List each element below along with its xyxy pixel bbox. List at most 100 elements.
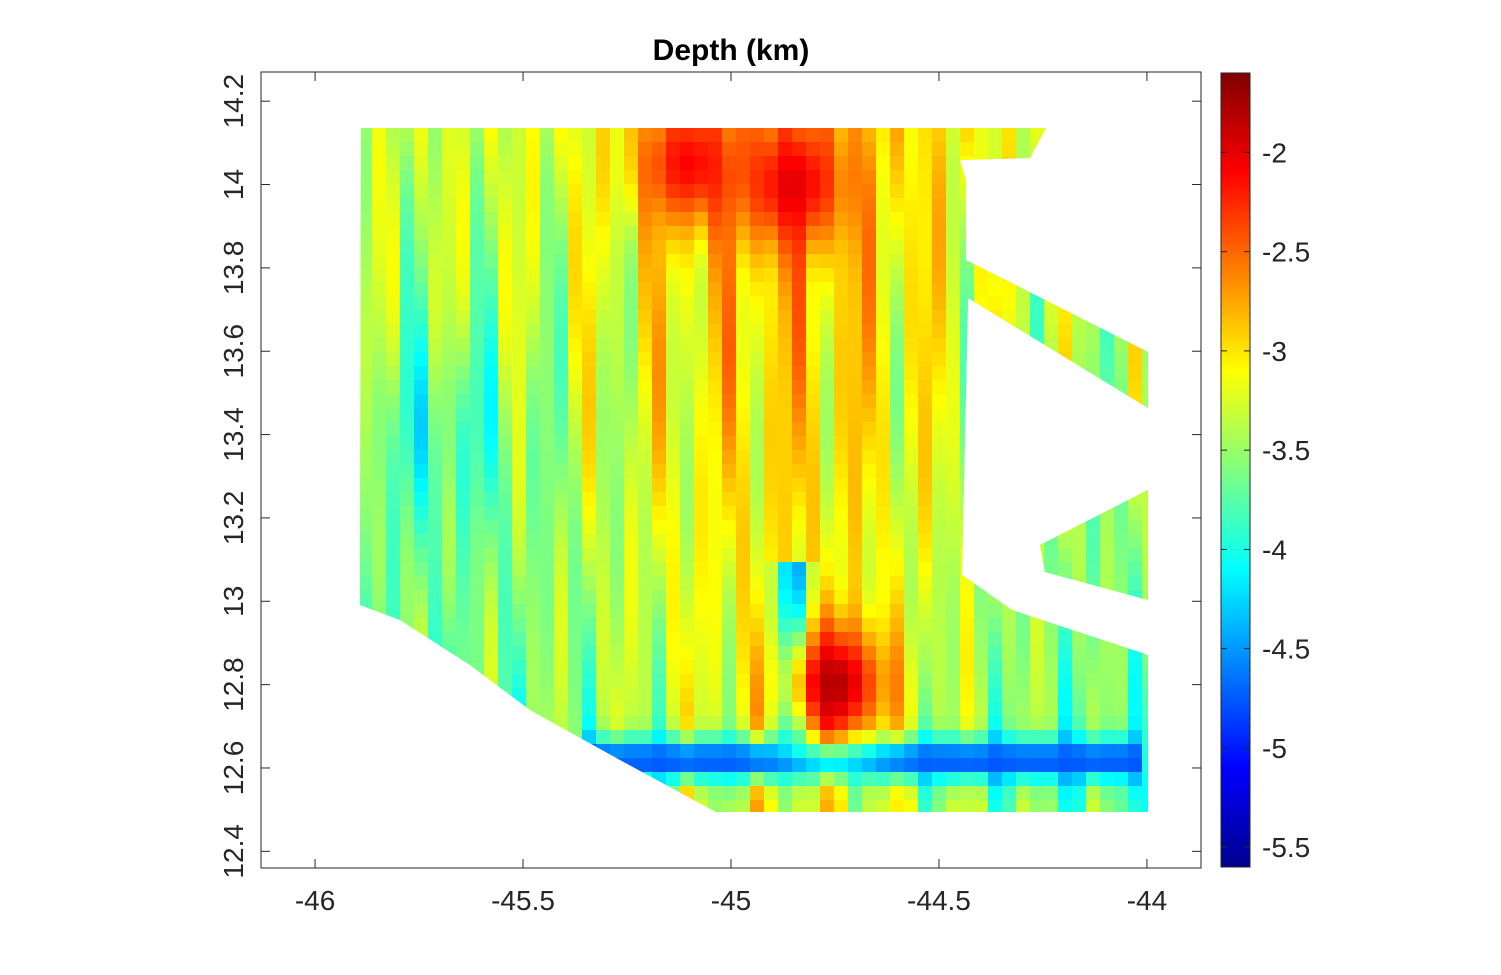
- depth-cell: [512, 506, 527, 521]
- depth-cell: [372, 170, 387, 185]
- depth-cell: [624, 324, 639, 339]
- depth-cell: [904, 310, 919, 325]
- depth-cell: [456, 464, 471, 479]
- depth-cell: [582, 772, 597, 787]
- depth-cell: [358, 814, 373, 829]
- depth-cell: [1086, 534, 1101, 549]
- depth-cell: [540, 310, 555, 325]
- depth-cell: [540, 534, 555, 549]
- depth-cell: [526, 450, 541, 465]
- depth-cell: [694, 240, 709, 255]
- depth-cell: [638, 814, 653, 829]
- depth-cell: [596, 128, 611, 143]
- depth-cell: [484, 212, 499, 227]
- depth-cell: [862, 254, 877, 269]
- depth-cell: [484, 534, 499, 549]
- depth-cell: [386, 352, 401, 367]
- depth-cell: [400, 156, 415, 171]
- x-tick-label: -46: [295, 885, 335, 916]
- depth-cell: [890, 478, 905, 493]
- depth-cell: [848, 156, 863, 171]
- depth-cell: [652, 730, 667, 745]
- depth-cell: [932, 548, 947, 563]
- depth-cell: [1128, 576, 1143, 591]
- depth-cell: [1100, 688, 1115, 703]
- depth-cell: [1114, 226, 1129, 241]
- depth-cell: [792, 520, 807, 535]
- depth-cell: [428, 674, 443, 689]
- depth-cell: [498, 688, 513, 703]
- depth-cell: [694, 226, 709, 241]
- depth-cell: [484, 702, 499, 717]
- chart-title: Depth (km): [653, 34, 810, 67]
- depth-cell: [890, 772, 905, 787]
- depth-cell: [750, 436, 765, 451]
- depth-cell: [1002, 492, 1017, 507]
- depth-cell: [946, 338, 961, 353]
- depth-cell: [946, 814, 961, 829]
- depth-cell: [890, 590, 905, 605]
- depth-cell: [820, 492, 835, 507]
- depth-cell: [638, 534, 653, 549]
- depth-cell: [750, 324, 765, 339]
- depth-cell: [554, 576, 569, 591]
- depth-cell: [974, 618, 989, 633]
- depth-cell: [932, 674, 947, 689]
- depth-cell: [568, 450, 583, 465]
- depth-cell: [400, 590, 415, 605]
- depth-cell: [680, 520, 695, 535]
- depth-cell: [1142, 548, 1148, 563]
- depth-cell: [722, 590, 737, 605]
- depth-cell: [372, 408, 387, 423]
- depth-cell: [1142, 184, 1148, 199]
- depth-cell: [442, 226, 457, 241]
- depth-cell: [638, 380, 653, 395]
- depth-cell: [918, 212, 933, 227]
- depth-cell: [946, 492, 961, 507]
- depth-cell: [1058, 660, 1073, 675]
- depth-cell: [498, 618, 513, 633]
- depth-cell: [904, 170, 919, 185]
- depth-cell: [456, 646, 471, 661]
- depth-cell: [722, 618, 737, 633]
- depth-cell: [904, 618, 919, 633]
- depth-cell: [638, 660, 653, 675]
- depth-cell: [372, 646, 387, 661]
- depth-cell: [386, 226, 401, 241]
- depth-cell: [456, 226, 471, 241]
- depth-cell: [512, 464, 527, 479]
- depth-cell: [526, 436, 541, 451]
- depth-cell: [484, 800, 499, 812]
- depth-cell: [722, 492, 737, 507]
- depth-cell: [876, 814, 891, 829]
- depth-cell: [596, 478, 611, 493]
- depth-cell: [918, 394, 933, 409]
- depth-cell: [736, 198, 751, 213]
- depth-cell: [652, 450, 667, 465]
- depth-cell: [456, 506, 471, 521]
- depth-cell: [834, 800, 849, 812]
- depth-cell: [792, 646, 807, 661]
- depth-cell: [498, 562, 513, 577]
- depth-cell: [568, 268, 583, 283]
- depth-cell: [554, 548, 569, 563]
- depth-cell: [428, 758, 443, 773]
- depth-cell: [1030, 646, 1045, 661]
- depth-cell: [946, 296, 961, 311]
- depth-cell: [568, 422, 583, 437]
- depth-cell: [456, 156, 471, 171]
- depth-cell: [1016, 660, 1031, 675]
- depth-cell: [638, 394, 653, 409]
- depth-cell: [1072, 716, 1087, 731]
- depth-cell: [400, 548, 415, 563]
- depth-cell: [1058, 632, 1073, 647]
- depth-cell: [792, 744, 807, 759]
- depth-cell: [862, 450, 877, 465]
- depth-cell: [1128, 814, 1143, 829]
- depth-cell: [568, 576, 583, 591]
- depth-cell: [1030, 450, 1045, 465]
- depth-cell: [974, 786, 989, 801]
- depth-cell: [386, 156, 401, 171]
- depth-cell: [960, 562, 975, 577]
- depth-cell: [1058, 128, 1073, 143]
